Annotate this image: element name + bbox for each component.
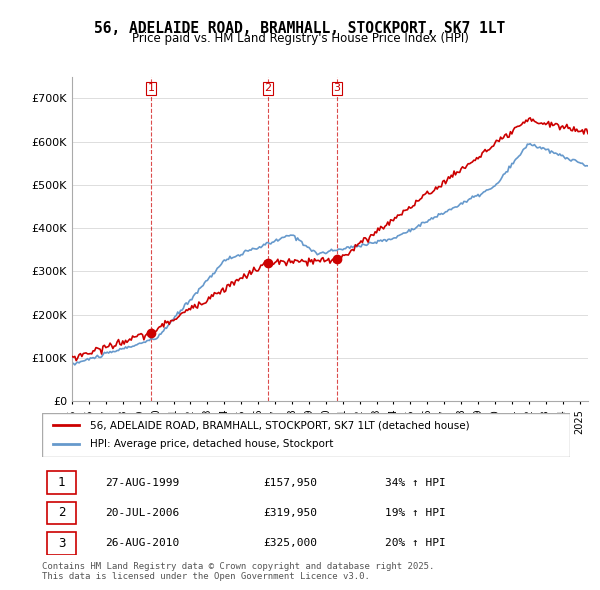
- Text: HPI: Average price, detached house, Stockport: HPI: Average price, detached house, Stoc…: [89, 439, 333, 449]
- FancyBboxPatch shape: [42, 413, 570, 457]
- Text: 27-AUG-1999: 27-AUG-1999: [106, 478, 179, 488]
- Text: 19% ↑ HPI: 19% ↑ HPI: [385, 508, 446, 518]
- Text: 1: 1: [148, 83, 154, 93]
- Text: 1: 1: [58, 476, 65, 489]
- Text: £325,000: £325,000: [264, 538, 318, 548]
- Text: 56, ADELAIDE ROAD, BRAMHALL, STOCKPORT, SK7 1LT (detached house): 56, ADELAIDE ROAD, BRAMHALL, STOCKPORT, …: [89, 421, 469, 430]
- FancyBboxPatch shape: [47, 532, 76, 555]
- Text: £157,950: £157,950: [264, 478, 318, 488]
- Text: 56, ADELAIDE ROAD, BRAMHALL, STOCKPORT, SK7 1LT: 56, ADELAIDE ROAD, BRAMHALL, STOCKPORT, …: [94, 21, 506, 35]
- Text: 3: 3: [58, 537, 65, 550]
- Text: 2: 2: [265, 83, 272, 93]
- FancyBboxPatch shape: [47, 471, 76, 494]
- Text: 2: 2: [58, 506, 65, 519]
- Text: Contains HM Land Registry data © Crown copyright and database right 2025.
This d: Contains HM Land Registry data © Crown c…: [42, 562, 434, 581]
- Text: 34% ↑ HPI: 34% ↑ HPI: [385, 478, 446, 488]
- Text: 20-JUL-2006: 20-JUL-2006: [106, 508, 179, 518]
- Text: 26-AUG-2010: 26-AUG-2010: [106, 538, 179, 548]
- Text: £319,950: £319,950: [264, 508, 318, 518]
- FancyBboxPatch shape: [47, 502, 76, 525]
- Text: 3: 3: [334, 83, 341, 93]
- Text: 20% ↑ HPI: 20% ↑ HPI: [385, 538, 446, 548]
- Text: Price paid vs. HM Land Registry's House Price Index (HPI): Price paid vs. HM Land Registry's House …: [131, 32, 469, 45]
